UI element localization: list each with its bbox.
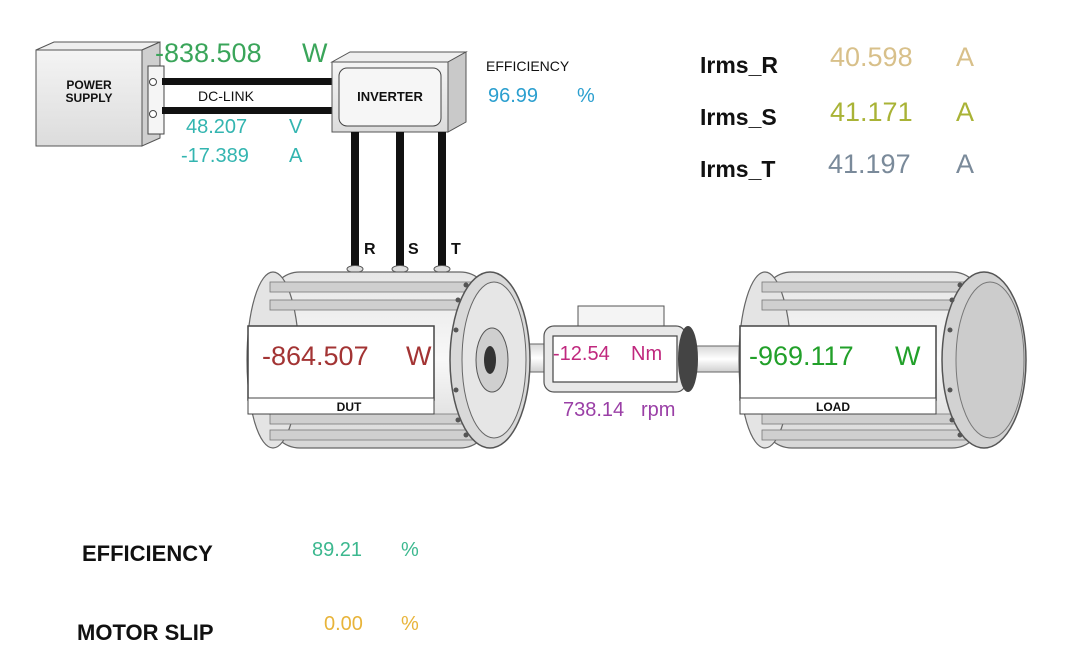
inverter-efficiency-label: EFFICIENCY xyxy=(486,58,570,74)
irms-t-label: Irms_T xyxy=(700,156,776,182)
dc-link-voltage-value: 48.207 xyxy=(186,116,248,138)
load-motor xyxy=(738,271,1027,449)
dut-label: DUT xyxy=(336,400,362,414)
dc-link-label: DC-LINK xyxy=(198,88,255,104)
load-power-value: -969.117 xyxy=(749,341,854,371)
dut-power-value: -864.507 xyxy=(262,341,369,371)
irms-r-label: Irms_R xyxy=(700,52,778,78)
dc-link-power-value: -838.508 xyxy=(155,38,262,68)
summary-efficiency-unit: % xyxy=(401,539,419,561)
phase-label-s: S xyxy=(408,241,419,258)
irms-s-value: 41.171 xyxy=(830,97,913,127)
speed-value: 738.14 xyxy=(563,399,625,421)
inverter-efficiency-value: 96.99 xyxy=(488,85,539,107)
irms-r-value: 40.598 xyxy=(830,42,913,72)
irms-t-unit: A xyxy=(956,149,975,179)
phase-cables xyxy=(346,132,451,273)
torque-sensor xyxy=(543,305,698,393)
dut-power-unit: W xyxy=(406,341,432,371)
phase-label-r: R xyxy=(364,241,376,258)
dc-link-current-value: -17.389 xyxy=(181,145,249,167)
summary-motor-slip-value: 0.00 xyxy=(324,613,363,635)
irms-r-unit: A xyxy=(956,42,975,72)
power-supply-box xyxy=(35,41,165,147)
speed-unit: rpm xyxy=(641,399,676,421)
load-label: LOAD xyxy=(816,400,850,414)
irms-s-label: Irms_S xyxy=(700,104,777,130)
power-supply-label-line2: SUPPLY xyxy=(65,91,113,105)
phase-label-t: T xyxy=(451,241,461,258)
summary-efficiency-value: 89.21 xyxy=(312,539,363,561)
summary-efficiency-label: EFFICIENCY xyxy=(82,541,213,566)
dut-motor xyxy=(246,271,531,449)
irms-t-value: 41.197 xyxy=(828,149,911,179)
power-supply-label-line1: POWER xyxy=(66,78,112,92)
dc-link-voltage-unit: V xyxy=(289,116,303,138)
summary-motor-slip-unit: % xyxy=(401,613,419,635)
torque-unit: Nm xyxy=(631,343,663,365)
inverter-box xyxy=(330,51,468,133)
dc-link-power-unit: W xyxy=(302,38,328,68)
inverter-label: INVERTER xyxy=(357,89,423,104)
irms-s-unit: A xyxy=(956,97,975,127)
dc-link-wires xyxy=(162,78,332,114)
dc-link-current-unit: A xyxy=(289,145,303,167)
load-power-unit: W xyxy=(895,341,921,371)
power-supply-label: POWER SUPPLY xyxy=(36,79,142,105)
inverter-efficiency-unit: % xyxy=(577,85,595,107)
torque-value: -12.54 xyxy=(553,343,610,365)
summary-motor-slip-label: MOTOR SLIP xyxy=(77,620,214,645)
